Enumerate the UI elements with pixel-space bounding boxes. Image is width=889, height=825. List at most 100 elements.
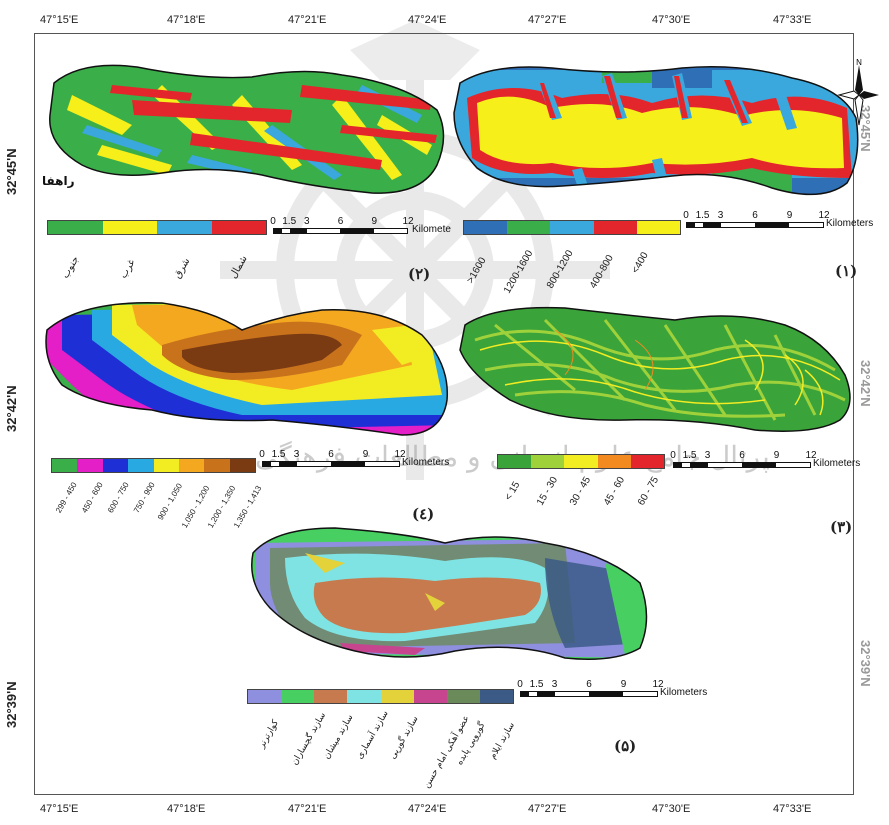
panel-label-3: (۳) [830, 518, 853, 536]
scale-number: 9 [362, 449, 369, 460]
left-coord-3: 32°39'N [4, 681, 19, 728]
north-arrow-icon: N [837, 58, 879, 126]
scale-number: 6 [328, 449, 334, 460]
legend-swatch [531, 455, 565, 468]
legend-swatch [347, 690, 381, 703]
scale-number: 1.5 [282, 216, 297, 227]
aspect-map [49, 64, 445, 194]
scale-number: 3 [551, 679, 558, 690]
scale-number: 9 [620, 679, 627, 690]
scale-number: 3 [293, 449, 300, 460]
geology-legend [247, 689, 514, 704]
scale-number: 12 [818, 210, 830, 221]
top-coord-7: 47°33'E [773, 14, 812, 26]
right-coord-3: 32°39'N [858, 640, 873, 687]
legend-swatch [464, 221, 508, 234]
scale-bar: 0 1.5 3 6 9 12 Kilomete [270, 216, 451, 239]
legend-swatch [248, 690, 282, 703]
scale-number: 0 [259, 449, 265, 460]
scale-bar: 0 1.5 3 6 9 12 Kilometers [517, 679, 707, 702]
legend-swatch [157, 221, 212, 234]
legend-swatch [380, 690, 414, 703]
legend-swatch [507, 221, 551, 234]
legend-swatch [204, 459, 230, 472]
slope-map [459, 306, 851, 432]
bottom-coord-5: 47°27'E [528, 803, 567, 815]
geology-map [251, 527, 648, 660]
scale-number: 1.5 [271, 449, 286, 460]
elevation-class-legend [463, 220, 681, 235]
map-frame [34, 33, 854, 795]
scale-number: 0 [683, 210, 689, 221]
bottom-coord-1: 47°15'E [40, 803, 79, 815]
scale-number: 9 [773, 450, 780, 461]
legend-swatch [211, 221, 266, 234]
panel-label-2: (۲) [408, 265, 431, 283]
bottom-coord-4: 47°24'E [408, 803, 447, 815]
scale-number: 12 [652, 679, 664, 690]
scale-number: 6 [586, 679, 592, 690]
scale-number: 9 [786, 210, 793, 221]
elevation-map [45, 301, 449, 436]
bottom-coord-7: 47°33'E [773, 803, 812, 815]
scale-number: 12 [805, 450, 817, 461]
left-coord-2: 32°42'N [4, 385, 19, 432]
scale-bar: 0 1.5 3 6 9 12 Kilometers [670, 450, 860, 473]
place-label: راهفا [42, 174, 75, 188]
scale-number: 9 [371, 216, 378, 227]
legend-swatch [593, 221, 637, 234]
legend-swatch [178, 459, 205, 472]
scale-number: 1.5 [529, 679, 544, 690]
scale-unit: Kilometers [402, 457, 450, 468]
top-coord-6: 47°30'E [652, 14, 691, 26]
legend-swatch [102, 459, 129, 472]
scale-number: 6 [739, 450, 745, 461]
top-coord-1: 47°15'E [40, 14, 79, 26]
aspect-legend [47, 220, 267, 235]
scale-unit: Kilomete [412, 224, 451, 235]
legend-swatch [413, 690, 447, 703]
scale-number: 0 [670, 450, 676, 461]
scale-number: 0 [270, 216, 276, 227]
legend-swatch [52, 459, 78, 472]
legend-swatch [446, 690, 480, 703]
legend-swatch [550, 221, 594, 234]
legend-swatch [77, 459, 103, 472]
scale-number: 3 [717, 210, 724, 221]
north-label: N [856, 58, 862, 67]
legend-swatch [153, 459, 179, 472]
scale-number: 3 [704, 450, 711, 461]
scale-unit: Kilometers [826, 218, 874, 229]
right-coord-2: 32°42'N [858, 360, 873, 407]
scale-number: 12 [402, 216, 414, 227]
legend-swatch [229, 459, 255, 472]
panel-label-4: (٤) [412, 505, 435, 523]
scale-unit: Kilometers [813, 458, 861, 469]
slope-legend [497, 454, 665, 469]
legend-swatch [479, 690, 513, 703]
top-coord-3: 47°21'E [288, 14, 327, 26]
scale-number: 12 [394, 449, 406, 460]
scale-unit: Kilometers [660, 687, 708, 698]
scale-number: 6 [337, 216, 344, 227]
legend-swatch [636, 221, 681, 234]
legend-swatch [281, 690, 315, 703]
legend-swatch [314, 690, 348, 703]
scale-number: 1.5 [682, 450, 697, 461]
legend-swatch [48, 221, 103, 234]
scale-bar: 0 1.5 3 6 9 12 Kilometers [259, 449, 449, 472]
bottom-coord-3: 47°21'E [288, 803, 327, 815]
bottom-coord-2: 47°18'E [167, 803, 206, 815]
elevation-class-map [453, 66, 859, 196]
legend-swatch [498, 455, 532, 468]
top-coord-2: 47°18'E [167, 14, 206, 26]
left-coord-1: 32°45'N [4, 148, 19, 195]
scale-number: 1.5 [695, 210, 710, 221]
panel-label-1: (۱) [835, 262, 858, 280]
scale-number: 6 [752, 210, 758, 221]
top-coord-4: 47°24'E [408, 14, 447, 26]
bottom-coord-6: 47°30'E [652, 803, 691, 815]
scale-bar: 0 1.5 3 6 9 12 Kilometers [683, 210, 873, 233]
elevation-legend [51, 458, 256, 473]
top-coord-5: 47°27'E [528, 14, 567, 26]
